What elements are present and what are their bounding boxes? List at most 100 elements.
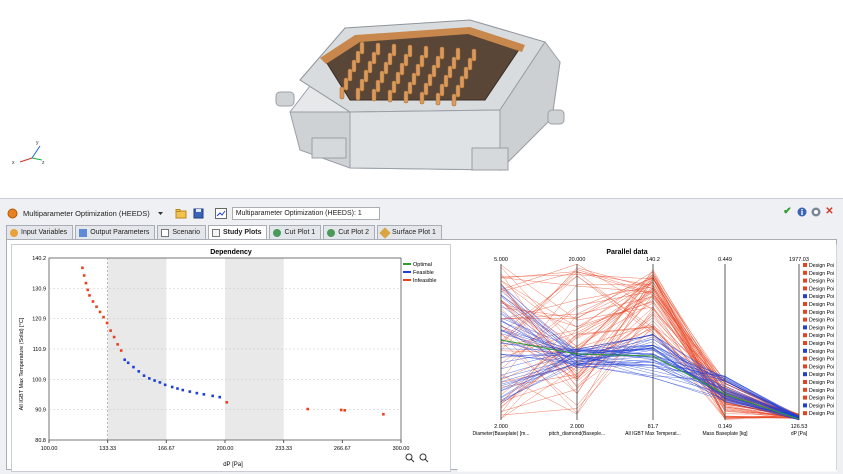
legend-label: Design Poi [809,357,834,363]
legend-label: Design Poi [809,411,834,417]
pin-fin [407,44,413,58]
legend-label: Design Poi [809,341,834,347]
legend-swatch [803,302,807,306]
axis-name-label: Diameter(Baseplate) [m... [473,431,530,437]
pin-fin [471,48,477,62]
legend-label: Design Poi [809,380,834,386]
input-variables-icon [10,228,18,237]
scatter-point [91,300,95,303]
close-icon[interactable]: ✕ [825,206,834,217]
x-tick-label: 133.33 [99,446,116,452]
axis-name-label: dP [Pa] [791,431,808,437]
pin-fin [411,72,417,86]
legend-label: Design Poi [809,364,834,370]
study-icon [6,207,19,220]
axis-name-label: pitch_diamond(Baseple... [549,431,605,437]
legend-swatch [803,387,807,392]
dependency-x-ticks: 100.00 133.33 166.67 200.00 233.33 266.67 300.… [41,446,410,452]
pin-fin [371,51,377,65]
legend-label: Design Poi [809,349,834,355]
pin-fin [431,64,437,78]
tab-scenario[interactable]: Scenario [157,225,206,239]
axis-name-label: All IGBT Max Temperat... [625,431,681,437]
svg-text:z: z [42,160,45,166]
scatter-point [202,393,206,396]
legend-swatch [803,333,807,338]
dependency-y-axis-label: All IGBT Max Temperature (Solid) [°C] [19,317,25,410]
scatter-point [382,412,385,416]
scatter-point [181,388,185,392]
legend-label: Design Poi [809,271,834,277]
x-tick-label: 266.67 [334,446,351,452]
pin-fin [427,73,433,87]
tab-study-plots[interactable]: Study Plots [207,225,268,239]
igbt-module-model [275,19,565,172]
y-tick-label: 140.2 [32,256,46,262]
legend-label: Design Poi [809,333,834,339]
y-tick-label: 120.9 [32,317,46,323]
help-icon[interactable] [810,206,821,217]
pin-fin [467,57,473,71]
dependency-chart-title: Dependency [210,249,252,256]
pin-fin [355,50,361,64]
tab-output-parameters[interactable]: Output Parameters [75,225,156,239]
axis-max-label: 140.2 [646,257,660,263]
legend-label: Design Poi [809,325,834,331]
scatter-point [126,361,130,365]
info-icon[interactable] [796,206,807,217]
legend-swatch [803,309,807,314]
tab-surface-plot-1[interactable]: Surface Plot 1 [376,225,442,239]
scatter-point [188,390,192,393]
tab-input-variables[interactable]: Input Variables [6,225,74,239]
pin-fin [451,93,457,107]
scatter-point [88,294,91,297]
save-icon[interactable] [192,207,205,220]
legend-label: Design Poi [809,263,834,269]
scatter-point [343,408,346,412]
open-folder-icon[interactable] [175,207,188,220]
zoom-out-icon[interactable] [419,453,429,463]
pin-fin [367,60,373,74]
scatter-point [158,381,162,384]
pin-fin [339,86,345,100]
pin-fin [391,43,397,57]
pin-fin [415,63,421,77]
check-icon[interactable]: ✔ [783,206,792,217]
y-tick-label: 110.9 [33,347,46,353]
pin-fin [343,77,349,91]
legend-swatch [803,364,807,369]
legend-label: Design Poi [809,403,834,409]
legend-label: Infeasible [413,278,437,284]
scatter-point [102,315,105,319]
tab-cut-plot-2[interactable]: Cut Plot 2 [323,225,375,239]
svg-text:x: x [12,160,15,166]
zoom-in-icon[interactable] [405,453,415,463]
parallel-data-chart[interactable]: Parallel data 5.0002.000Diameter(Basepla… [457,244,837,472]
cad-model-view: y x z [12,19,565,172]
pin-fin [423,82,429,96]
study-name-field[interactable]: Multiparameter Optimization (HEEDS): 1 [231,206,380,220]
legend-label: Design Poi [809,318,834,324]
study-toolbar: Multiparameter Optimization (HEEDS) Mult… [6,205,837,221]
chevron-down-icon[interactable] [154,207,167,220]
x-tick-label: 200.00 [217,446,234,452]
tab-cut-plot-1[interactable]: Cut Plot 1 [269,225,322,239]
3d-viewport[interactable]: y x z [0,0,843,198]
study-dropdown[interactable]: Multiparameter Optimization (HEEDS) [23,208,150,218]
legend-swatch [803,395,807,400]
scatter-point [116,343,119,346]
scatter-point [95,305,98,309]
legend-swatch [803,356,807,361]
scatter-point [119,349,123,352]
pin-fin [387,52,393,66]
pin-fin [407,81,413,95]
scatter-point [142,374,146,377]
dependency-chart[interactable]: Dependency 100.00 133.33 166.67 200.00 233.3… [11,244,451,472]
chart-icon[interactable] [215,207,228,220]
legend-swatch [803,263,807,267]
scatter-point [225,401,229,404]
scatter-point [153,379,156,382]
scatter-point [82,274,86,277]
legend-swatch [803,411,807,416]
